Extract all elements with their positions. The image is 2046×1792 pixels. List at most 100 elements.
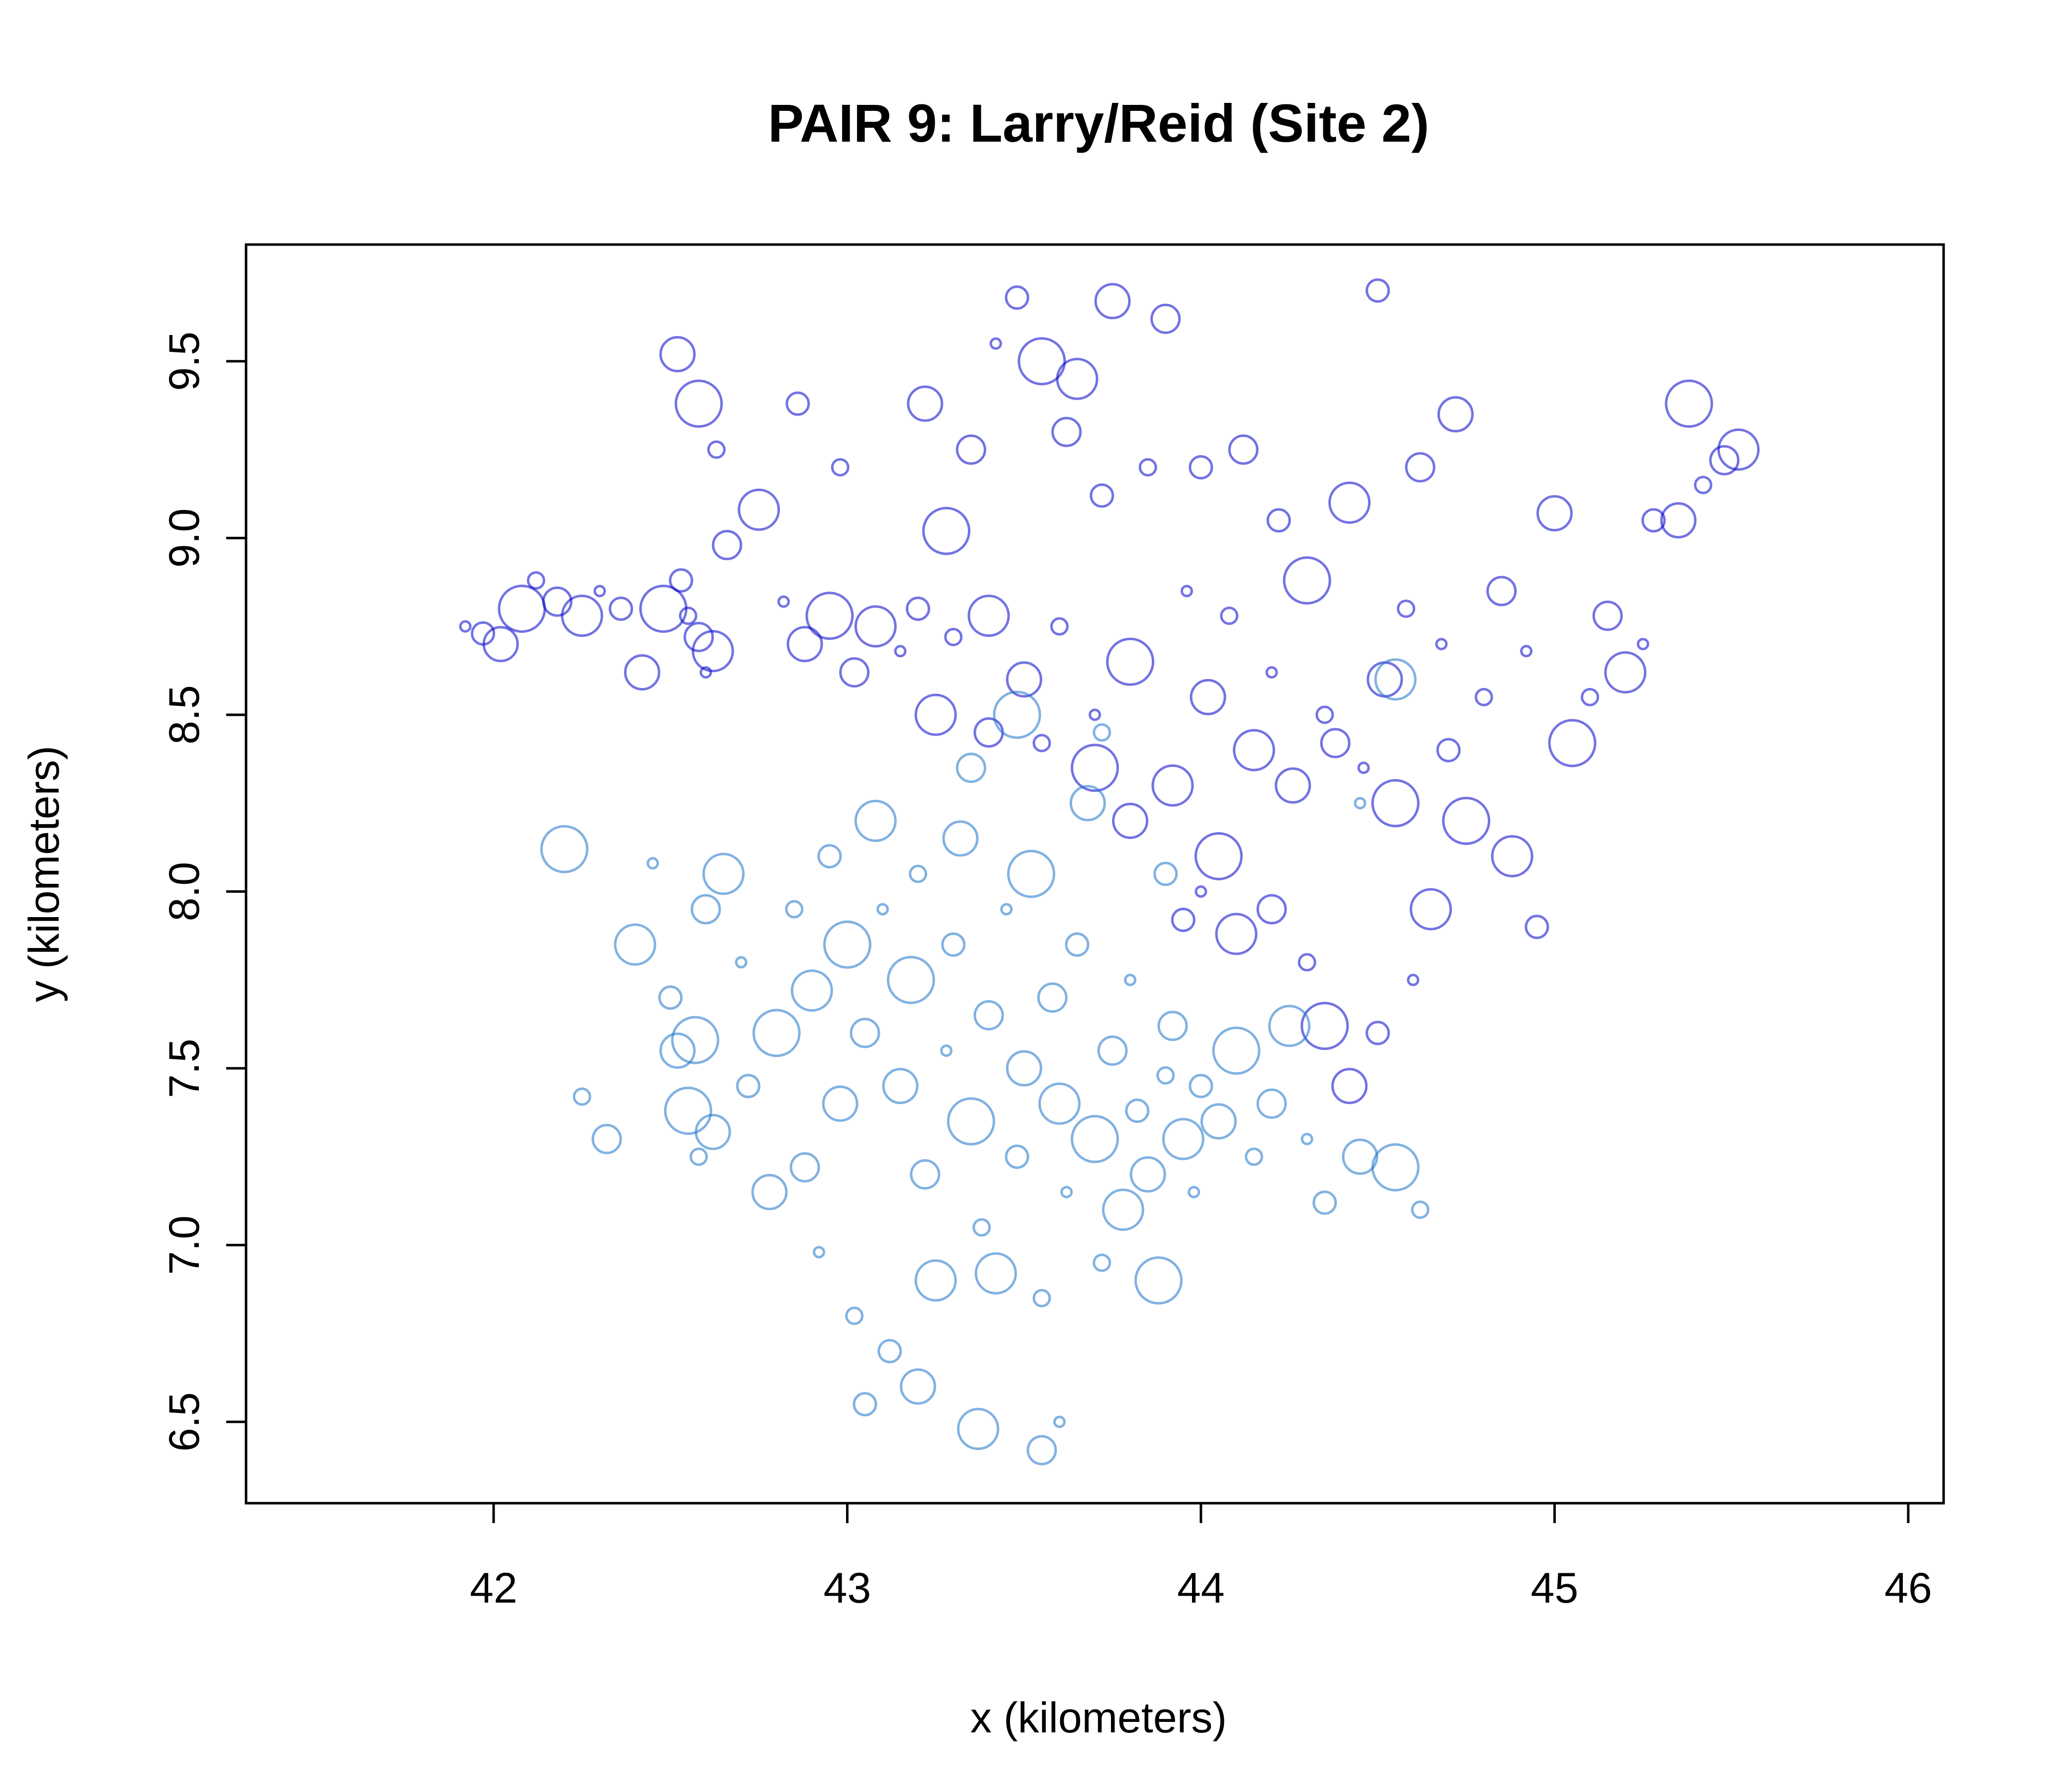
scatter-point — [1200, 1103, 1237, 1140]
scatter-point — [1190, 679, 1226, 715]
scatter-point — [1328, 481, 1371, 524]
scatter-point — [1089, 708, 1101, 721]
scatter-point — [831, 458, 850, 477]
scatter-point — [910, 1159, 940, 1190]
x-axis-title: x (kilometers) — [970, 1694, 1227, 1742]
scatter-point — [1411, 1200, 1430, 1219]
scatter-point — [1060, 1186, 1073, 1198]
scatter-point — [1354, 797, 1366, 810]
scatter-point — [1436, 738, 1461, 763]
scatter-point — [914, 693, 957, 736]
scatter-point — [786, 626, 823, 663]
scatter-point — [526, 571, 545, 590]
scatter-point — [1374, 658, 1417, 701]
scatter-point — [887, 955, 936, 1004]
scatter-point — [1357, 762, 1370, 774]
scatter-point — [1069, 785, 1106, 822]
scatter-point — [1038, 1082, 1081, 1125]
scatter-point — [822, 1085, 858, 1122]
scatter-point — [482, 626, 519, 663]
scatter-point — [942, 820, 979, 857]
scatter-point — [1018, 337, 1066, 386]
scatter-point — [1520, 645, 1533, 658]
scatter-point — [1409, 888, 1452, 931]
scatter-point — [699, 666, 712, 679]
x-axis: 42 43 44 45 46 — [470, 1502, 1932, 1612]
scatter-point — [1212, 1026, 1261, 1075]
scatter-point — [1102, 1189, 1144, 1231]
scatter-point — [614, 923, 657, 966]
scatter-point — [1525, 915, 1549, 939]
scatter-point — [973, 717, 1004, 748]
scatter-point — [1365, 1021, 1390, 1045]
scatter-point — [1636, 638, 1649, 651]
scatter-point — [974, 1252, 1017, 1295]
scatter-point — [1056, 357, 1099, 400]
scatter-point — [957, 1408, 1000, 1451]
scatter-point — [1228, 434, 1259, 465]
scatter-point — [1366, 661, 1403, 698]
scatter-point — [1162, 1117, 1204, 1160]
scatter-point — [1282, 556, 1331, 605]
scatter-point — [1037, 982, 1068, 1013]
scatter-point — [573, 1087, 592, 1106]
scatter-point — [1665, 379, 1713, 428]
scatter-point — [1065, 932, 1090, 957]
scatter-point — [1053, 1415, 1066, 1428]
scatter-point — [941, 932, 966, 957]
scatter-point — [658, 985, 683, 1010]
scatter-point — [1032, 734, 1051, 753]
scatter-point — [909, 864, 928, 883]
scatter-point — [1717, 428, 1760, 471]
scatter-point — [785, 900, 804, 919]
scatter-point — [1006, 661, 1042, 698]
scatter-point — [659, 336, 696, 372]
scatter-point — [752, 1009, 801, 1057]
x-tick-label: 43 — [824, 1564, 871, 1612]
scatter-point — [1153, 861, 1178, 886]
scatter-point — [1266, 508, 1291, 533]
scatter-point — [914, 1259, 957, 1302]
scatter-point — [1005, 1144, 1029, 1169]
scatter-point — [940, 1044, 953, 1057]
scatter-point — [1006, 1050, 1042, 1087]
scatter-point — [1093, 723, 1111, 742]
scatter-point — [944, 627, 963, 646]
scatter-point — [707, 440, 726, 459]
scatter-point — [1581, 687, 1600, 706]
scatter-point — [683, 621, 714, 652]
scatter-point — [1437, 396, 1474, 432]
scatter-point — [1000, 903, 1013, 916]
scatter-point — [1320, 728, 1351, 759]
scatter-point — [817, 844, 842, 868]
scatter-point — [1026, 1435, 1057, 1465]
scatter-point — [1194, 832, 1243, 880]
scatter-point — [1342, 1138, 1378, 1175]
scatter-point — [1093, 1253, 1111, 1272]
scatter-point — [1233, 729, 1276, 771]
scatter-point — [1491, 835, 1534, 877]
scatter-point — [689, 1147, 708, 1166]
scatter-point — [1071, 744, 1119, 792]
scatter-point — [1486, 576, 1517, 606]
x-tick-label: 45 — [1531, 1564, 1579, 1612]
scatter-point — [894, 645, 907, 658]
scatter-point — [542, 586, 573, 617]
scatter-point — [1641, 508, 1666, 533]
scatter-point — [735, 956, 748, 969]
scatter-point — [1194, 885, 1207, 898]
scatter-point — [1106, 637, 1155, 686]
scatter-point — [646, 857, 659, 870]
scatter-point — [1171, 907, 1195, 932]
scatter-point — [1442, 796, 1491, 845]
scatter-point — [664, 1087, 712, 1135]
scatter-point — [877, 1339, 902, 1364]
scatter-point — [691, 630, 734, 673]
scatter-point — [1156, 1066, 1175, 1085]
scatter-point — [608, 597, 633, 621]
scatter-point — [1138, 458, 1157, 477]
scatter-point — [789, 1152, 820, 1183]
scatter-point — [1371, 1143, 1420, 1192]
scatter-point — [1435, 638, 1448, 651]
